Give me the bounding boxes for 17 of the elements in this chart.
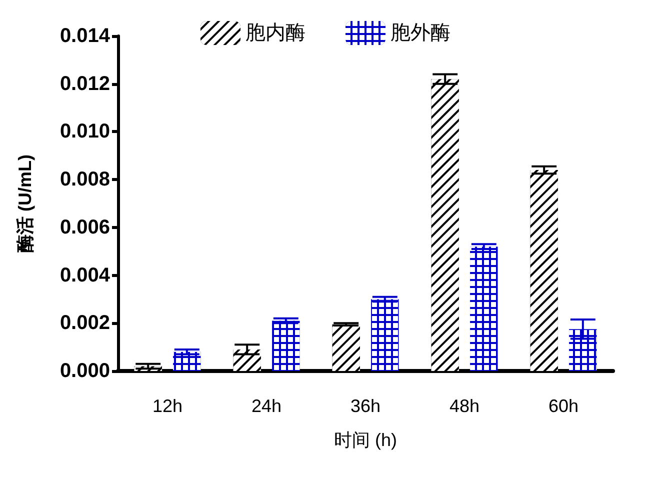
legend-label: 胞内酶 bbox=[246, 22, 306, 44]
y-tick-label: 0.004 bbox=[60, 264, 111, 286]
y-axis-title: 酶活 (U/mL) bbox=[15, 154, 35, 252]
y-tick-label: 0.002 bbox=[60, 312, 110, 334]
y-tick-label: 0.000 bbox=[60, 360, 110, 382]
x-tick-label: 36h bbox=[350, 396, 381, 416]
y-tick-label: 0.006 bbox=[60, 216, 110, 238]
x-tick-label: 60h bbox=[548, 396, 579, 416]
x-tick-label: 48h bbox=[449, 396, 480, 416]
x-axis-title: 时间 (h) bbox=[334, 430, 397, 450]
y-tick-label: 0.010 bbox=[60, 120, 110, 143]
legend-label: 胞外酶 bbox=[390, 22, 450, 44]
x-tick-label: 12h bbox=[152, 396, 183, 416]
x-tick-label: 24h bbox=[251, 396, 282, 416]
y-tick-label: 0.008 bbox=[60, 168, 110, 191]
y-tick-label: 0.014 bbox=[60, 25, 111, 47]
y-tick-label: 0.012 bbox=[60, 72, 110, 95]
